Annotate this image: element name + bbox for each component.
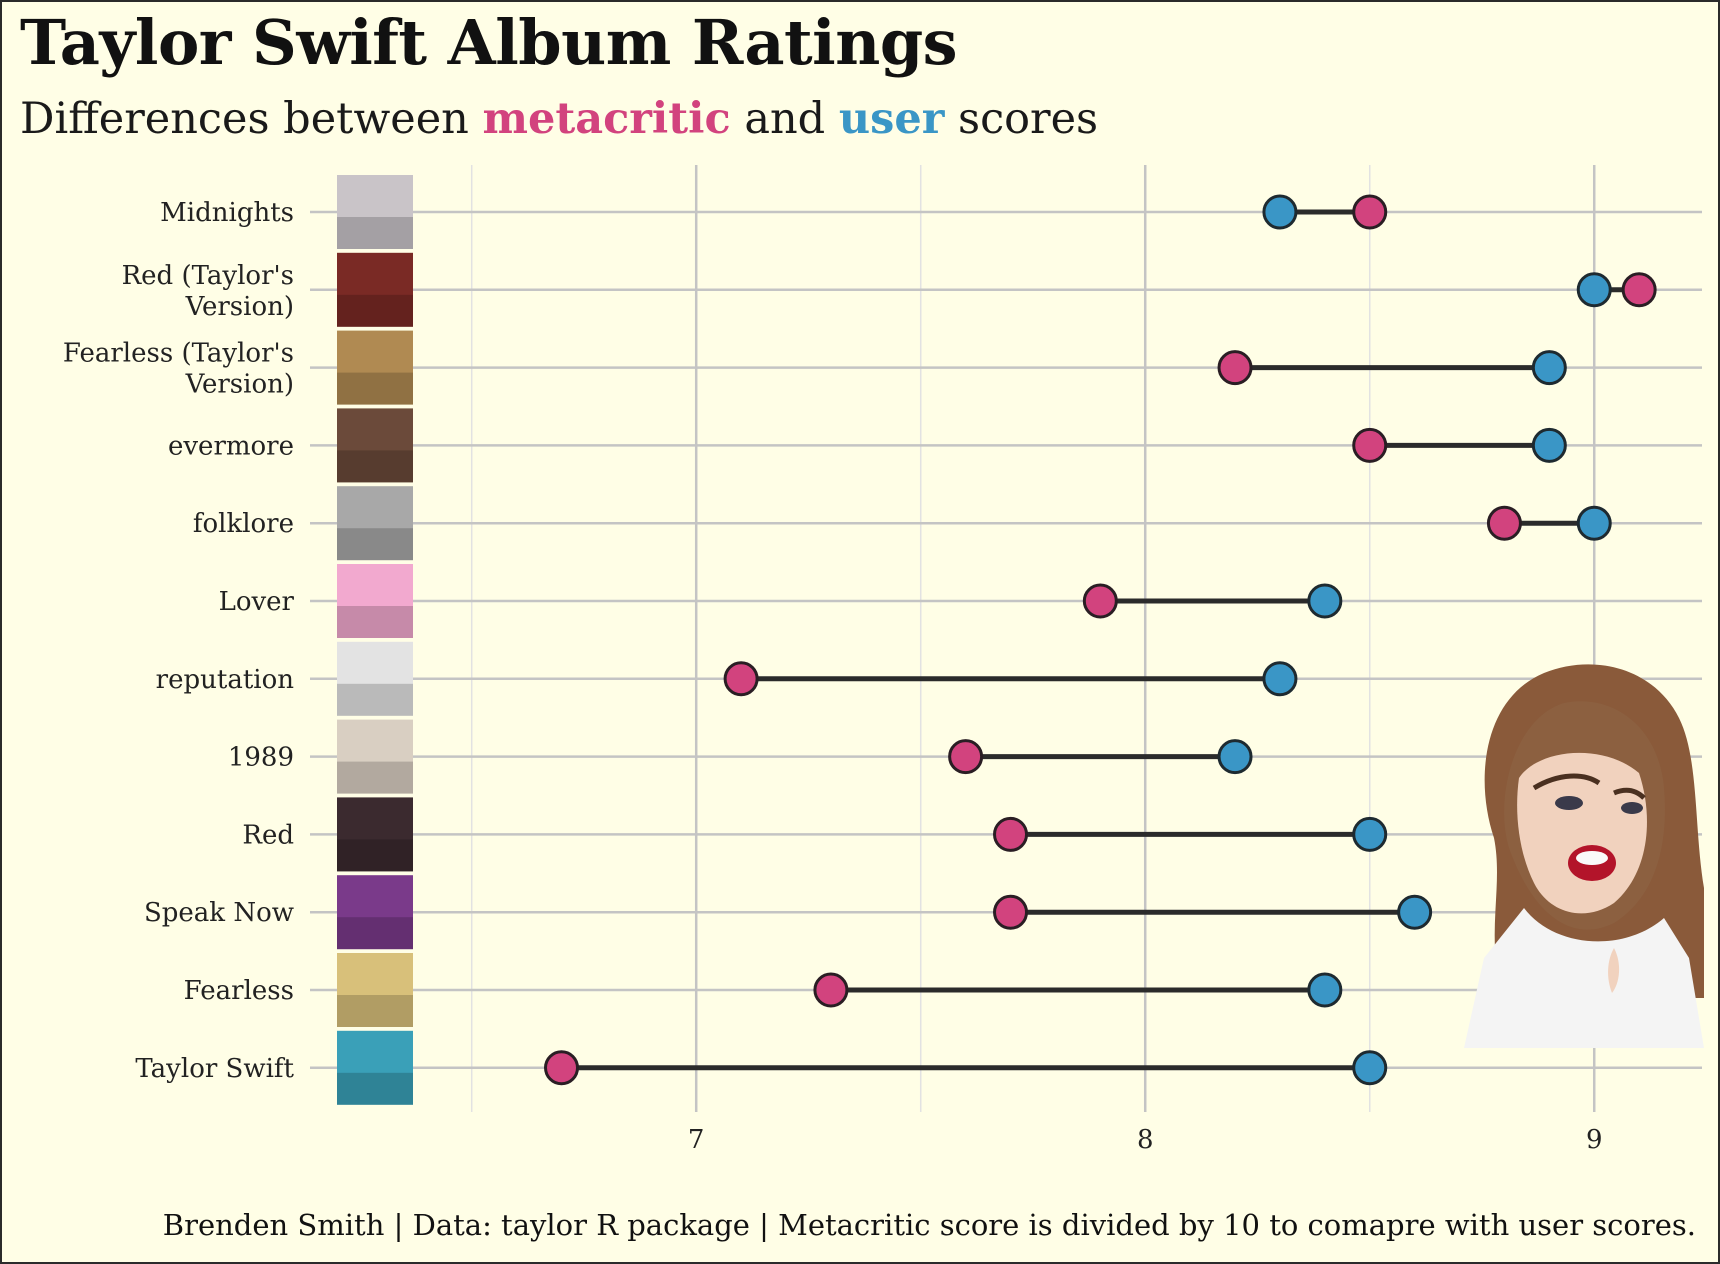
y-axis-label: Speak Now (144, 898, 294, 928)
y-axis-label: Red (Taylor's Version) (122, 261, 294, 322)
metacritic-score-point (1217, 350, 1253, 386)
cover-shade (337, 761, 413, 794)
cover-shade (337, 217, 413, 249)
cover-shade (337, 683, 413, 716)
taylor-swift-cover-icon (337, 1030, 413, 1105)
speak-now-cover-icon (337, 875, 413, 950)
midnights-cover-icon (337, 175, 413, 249)
chart-subtitle: Differences between metacritic and user … (20, 94, 1098, 144)
red-cover-icon (337, 797, 413, 872)
metacritic-score-point (1621, 272, 1657, 308)
cover-shade (337, 606, 413, 638)
cover-shade (337, 995, 413, 1027)
metacritic-score-point (1082, 583, 1118, 619)
subtitle-middle: and (730, 94, 839, 144)
chart-caption: Brenden Smith | Data: taylor R package |… (162, 1208, 1696, 1242)
1989-cover-icon (337, 719, 413, 794)
y-axis-label: Fearless (184, 976, 294, 1006)
x-tick-label: 9 (1586, 1125, 1603, 1155)
reputation-cover-icon (337, 641, 413, 716)
metacritic-score-point (723, 661, 759, 697)
metacritic-score-point (1352, 194, 1388, 230)
user-score-point (1262, 194, 1298, 230)
subtitle-user-word: user (838, 94, 945, 144)
user-score-point (1397, 894, 1433, 930)
lover-cover-icon (337, 564, 413, 638)
metacritic-score-point (993, 894, 1029, 930)
cover-shade (337, 839, 413, 872)
taylor-swift-photo-icon (1464, 664, 1704, 1048)
user-score-point (1531, 427, 1567, 463)
folklore-cover-icon (337, 486, 413, 561)
user-score-point (1576, 505, 1612, 541)
subtitle-suffix: scores (944, 94, 1099, 144)
red-tv-cover-icon (337, 252, 413, 327)
y-axis-label: Taylor Swift (135, 1054, 294, 1084)
user-score-point (1307, 583, 1343, 619)
user-score-point (1352, 816, 1388, 852)
cover-shade (337, 450, 413, 483)
x-tick-label: 7 (688, 1125, 705, 1155)
user-score-point (1217, 739, 1253, 775)
y-axis-label: 1989 (228, 743, 294, 773)
y-axis-label: Midnights (160, 198, 294, 228)
user-score-point (1531, 350, 1567, 386)
x-tick-label: 8 (1137, 1125, 1154, 1155)
user-score-point (1307, 972, 1343, 1008)
metacritic-score-point (993, 816, 1029, 852)
cover-shade (337, 917, 413, 950)
subtitle-metacritic-word: metacritic (482, 94, 731, 144)
chart-title: Taylor Swift Album Ratings (20, 6, 958, 79)
y-axis-label: Red (242, 820, 294, 850)
y-axis-label: reputation (156, 665, 295, 695)
cover-shade (337, 528, 413, 561)
metacritic-score-point (1486, 505, 1522, 541)
fearless-tv-cover-icon (337, 330, 413, 405)
y-axis-label: Lover (219, 587, 295, 617)
fearless-cover-icon (337, 953, 413, 1027)
subtitle-prefix: Differences between (20, 94, 483, 144)
user-score-point (1352, 1050, 1388, 1086)
metacritic-score-point (813, 972, 849, 1008)
y-axis-label: folklore (193, 509, 294, 539)
cover-shade (337, 294, 413, 327)
y-axis-label: Fearless (Taylor's Version) (63, 339, 294, 400)
metacritic-score-point (948, 739, 984, 775)
y-axis-label: evermore (168, 431, 294, 461)
user-score-point (1576, 272, 1612, 308)
cover-shade (337, 372, 413, 405)
metacritic-score-point (544, 1050, 580, 1086)
cover-shade (337, 1072, 413, 1105)
user-score-point (1262, 661, 1298, 697)
evermore-cover-icon (337, 408, 413, 483)
metacritic-score-point (1352, 427, 1388, 463)
